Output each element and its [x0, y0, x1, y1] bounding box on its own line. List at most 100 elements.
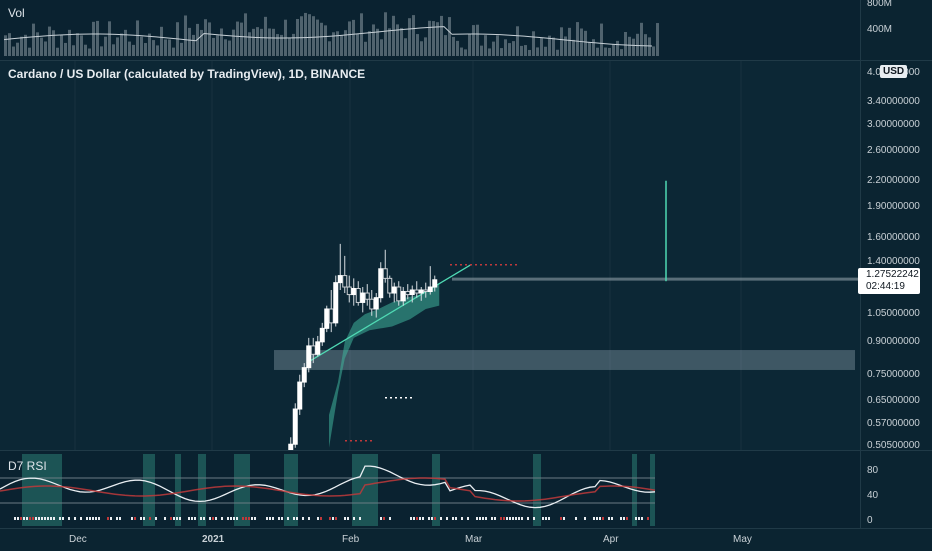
currency-badge[interactable]: USD — [880, 65, 908, 78]
rsi-marker — [413, 517, 415, 520]
volume-bar — [64, 42, 67, 56]
rsi-marker — [68, 517, 70, 520]
rsi-marker — [191, 517, 193, 520]
volume-bar — [76, 33, 79, 56]
rsi-marker — [38, 517, 40, 520]
rsi-marker — [518, 517, 520, 520]
rsi-marker — [428, 517, 430, 520]
candle-body — [346, 286, 352, 296]
pane-separator[interactable] — [0, 450, 932, 451]
volume-bar — [212, 37, 215, 56]
rsi-marker — [287, 517, 289, 520]
rsi-highlight-band — [198, 454, 206, 526]
volume-bar — [116, 37, 119, 56]
volume-bar — [564, 36, 567, 56]
rsi-marker — [635, 517, 637, 520]
volume-bar — [104, 36, 107, 56]
candle-body — [324, 308, 330, 329]
rsi-marker — [23, 517, 25, 520]
volume-bar — [248, 32, 251, 56]
rsi-marker — [623, 517, 625, 520]
rsi-marker — [515, 517, 517, 520]
rsi-marker — [293, 517, 295, 520]
price-scale[interactable]: 4.000000003.400000003.000000002.60000000… — [860, 61, 932, 451]
volume-bar — [256, 27, 259, 56]
volume-bar — [500, 48, 503, 56]
candle-body — [333, 282, 339, 324]
volume-bar — [200, 29, 203, 56]
volume-bar — [656, 23, 659, 56]
candle-body — [432, 279, 438, 288]
time-label: 2021 — [202, 534, 225, 545]
rsi-marker — [59, 517, 61, 520]
rsi-marker — [281, 517, 283, 520]
volume-bar — [364, 41, 367, 56]
rsi-marker — [173, 517, 175, 520]
price-pane[interactable]: Cardano / US Dollar (calculated by Tradi… — [0, 61, 860, 450]
rsi-scale[interactable]: 80 40 0 — [860, 451, 932, 528]
volume-tick: 800M — [867, 0, 893, 9]
rsi-marker — [269, 517, 271, 520]
rsi-marker — [506, 517, 508, 520]
rsi-marker — [119, 517, 121, 520]
volume-pane[interactable]: Vol — [0, 0, 860, 60]
volume-bar — [604, 47, 607, 56]
rsi-marker — [92, 517, 94, 520]
candle-body — [351, 288, 357, 296]
price-tick: 1.60000000 — [867, 232, 920, 244]
rsi-marker — [380, 517, 382, 520]
rsi-marker — [80, 517, 82, 520]
rsi-highlight-band — [234, 454, 250, 526]
rsi-highlight-band — [22, 454, 62, 526]
volume-bar — [372, 24, 375, 56]
trendline — [306, 264, 472, 364]
volume-bar — [208, 22, 211, 56]
volume-bar — [304, 12, 307, 56]
rsi-marker — [62, 517, 64, 520]
rsi-marker — [485, 517, 487, 520]
rsi-marker — [344, 517, 346, 520]
rsi-marker — [131, 517, 133, 520]
volume-bar — [136, 20, 139, 56]
rsi-marker — [221, 517, 223, 520]
volume-bar — [480, 45, 483, 56]
volume-scale[interactable]: 800M 400M — [860, 0, 932, 60]
candle-body — [297, 381, 303, 410]
rsi-marker — [143, 517, 145, 520]
volume-bar — [264, 16, 267, 57]
volume-bar — [72, 45, 75, 56]
pane-separator[interactable] — [0, 60, 932, 61]
volume-bars — [3, 12, 659, 57]
volume-bar — [432, 21, 435, 57]
volume-bar — [216, 35, 219, 56]
time-label: Mar — [465, 534, 483, 545]
rsi-marker — [134, 517, 136, 520]
rsi-pane[interactable]: D7 RSI — [0, 451, 860, 528]
time-axis[interactable]: Dec 2021 Feb Mar Apr May — [0, 528, 932, 551]
rsi-marker — [248, 517, 250, 520]
rsi-marker — [389, 517, 391, 520]
candle-body — [364, 292, 370, 300]
rsi-marker — [452, 517, 454, 520]
rsi-marker — [476, 517, 478, 520]
rsi-marker — [95, 517, 97, 520]
rsi-marker — [236, 517, 238, 520]
rsi-marker — [638, 517, 640, 520]
rsi-line — [0, 465, 656, 509]
volume-bar — [388, 28, 391, 56]
volume-bar — [168, 39, 171, 56]
rsi-marker — [29, 517, 31, 520]
volume-bar — [236, 21, 239, 56]
rsi-marker — [200, 517, 202, 520]
candle-body — [414, 289, 420, 294]
rsi-marker — [512, 517, 514, 520]
time-label: Dec — [69, 534, 87, 545]
volume-bar — [548, 35, 551, 56]
volume-bar — [392, 15, 395, 56]
rsi-marker — [278, 517, 280, 520]
volume-bar — [572, 39, 575, 56]
price-tick: 0.65000000 — [867, 394, 920, 406]
volume-bar — [476, 24, 479, 56]
rsi-marker — [383, 517, 385, 520]
rsi-marker — [494, 517, 496, 520]
